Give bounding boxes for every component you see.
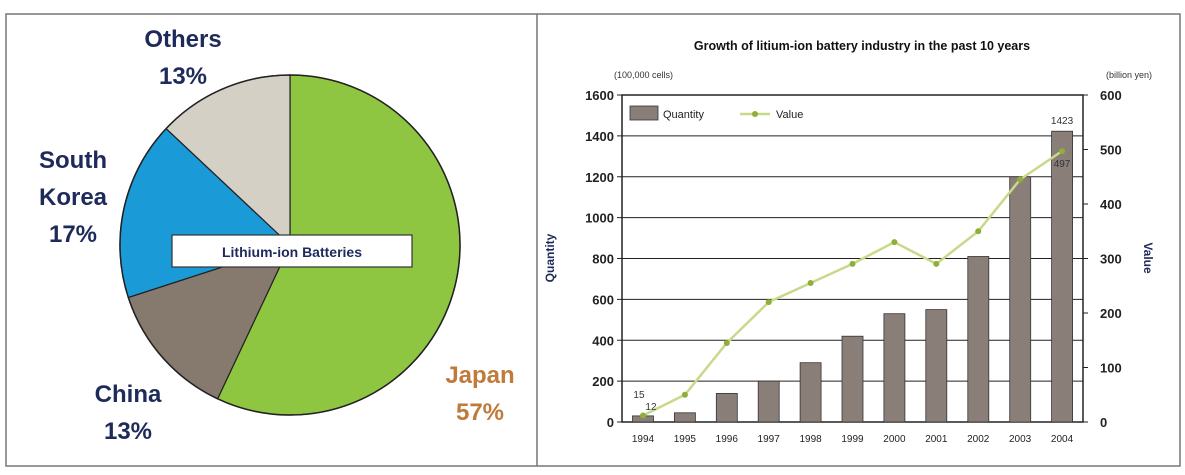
y-tick-label: 1600 xyxy=(585,88,614,103)
data-label: 497 xyxy=(1054,159,1071,170)
pie-label-china: China 13% xyxy=(95,381,162,445)
x-tick-label: 2003 xyxy=(1009,434,1032,445)
value-point-2000 xyxy=(891,239,898,246)
bar-2002 xyxy=(967,256,990,423)
pie-labels: Japan 57% China 13% South Korea 17% Others 13% Li… xyxy=(39,26,515,445)
x-tick-label: 2000 xyxy=(883,434,906,445)
data-label: 15 xyxy=(633,390,645,401)
pie-label-percent: 13% xyxy=(159,63,207,90)
y-tick-label: 600 xyxy=(592,292,614,307)
bar-2004 xyxy=(1051,130,1073,423)
y2-axis-label: Value xyxy=(1141,242,1155,274)
legend-swatch-quantity xyxy=(629,105,659,121)
legend-label-value: Value xyxy=(776,109,803,121)
pie-label-south-korea: South Korea 17% xyxy=(39,147,108,248)
outer-frame xyxy=(5,13,1181,467)
y2-tick-label: 200 xyxy=(1100,306,1122,321)
legend: Quantity Value xyxy=(629,105,803,121)
y-axis-unit: (100,000 cells) xyxy=(614,70,673,80)
x-tick-label: 1999 xyxy=(841,434,864,445)
value-point-1995 xyxy=(681,391,688,398)
pie-center-label-box xyxy=(171,234,413,268)
bar-1996 xyxy=(715,392,738,423)
value-point-2002 xyxy=(975,228,982,235)
bar-2003 xyxy=(1009,176,1032,423)
bar-1997 xyxy=(757,380,780,423)
bar-2001 xyxy=(925,309,948,423)
y2-tick-label: 0 xyxy=(1100,415,1107,430)
y2-tick-label: 400 xyxy=(1100,197,1122,212)
chart-title: Growth of litium-ion battery industry in… xyxy=(694,39,1030,53)
y2-axis-unit: (billion yen) xyxy=(1106,70,1152,80)
y-tick-label: 1200 xyxy=(585,170,614,185)
x-tick-label: 2001 xyxy=(925,434,948,445)
value-point-2003 xyxy=(1017,176,1024,183)
data-label: 12 xyxy=(645,402,657,413)
y-axis-label: Quantity xyxy=(543,233,557,282)
value-point-1998 xyxy=(807,280,814,286)
pie-label-japan: Japan 57% xyxy=(445,362,514,426)
legend-label-quantity: Quantity xyxy=(663,109,704,121)
x-tick-label: 2004 xyxy=(1051,434,1074,445)
y2-tick-label: 100 xyxy=(1100,361,1122,376)
bar-1999 xyxy=(841,335,864,423)
value-point-1999 xyxy=(849,260,856,267)
x-tick-label: 1996 xyxy=(716,434,739,445)
pie-label-name: South xyxy=(39,147,107,174)
bar-1998 xyxy=(799,362,822,423)
bar-1995 xyxy=(674,412,696,423)
pie-label-percent: 17% xyxy=(49,221,97,248)
pie-label-name: China xyxy=(95,381,162,408)
pie-label-percent: 13% xyxy=(104,418,152,445)
value-point-1996 xyxy=(723,340,730,346)
x-tick-label: 1995 xyxy=(674,434,697,445)
y-tick-label: 1000 xyxy=(585,211,614,226)
x-tick-label: 1997 xyxy=(758,434,781,445)
x-tick-label: 2002 xyxy=(967,434,990,445)
y-tick-label: 800 xyxy=(592,252,614,267)
y2-tick-label: 600 xyxy=(1100,88,1122,103)
legend-marker-value xyxy=(752,111,758,117)
bar-2000 xyxy=(883,313,906,423)
pie-center-label-text: Lithium-ion Batteries xyxy=(222,244,362,260)
pie-label-name: Others xyxy=(144,26,221,53)
value-point-2001 xyxy=(933,260,940,267)
data-label: 1423 xyxy=(1051,116,1074,127)
pie-outline xyxy=(119,74,461,416)
pie-label-name: Korea xyxy=(39,184,108,211)
pie-label-others: Others 13% xyxy=(144,26,221,90)
value-point-2004 xyxy=(1059,148,1065,155)
x-tick-label: 1994 xyxy=(632,434,655,445)
y-tick-label: 200 xyxy=(592,374,614,389)
y2-tick-label: 300 xyxy=(1100,252,1122,267)
y2-tick-label: 500 xyxy=(1100,143,1122,158)
y-tick-label: 400 xyxy=(592,333,614,348)
value-point-1997 xyxy=(765,299,772,306)
pie-center-label: Lithium-ion Batteries xyxy=(171,234,413,268)
y-tick-label: 1400 xyxy=(585,129,614,144)
x-tick-label: 1998 xyxy=(799,434,822,445)
bar-line-chart: Growth of litium-ion battery industry in… xyxy=(543,39,1155,445)
y-tick-label: 0 xyxy=(607,415,614,430)
value-point-1994 xyxy=(640,412,646,419)
pie-label-percent: 57% xyxy=(456,399,504,426)
pie-label-name: Japan xyxy=(445,362,514,389)
